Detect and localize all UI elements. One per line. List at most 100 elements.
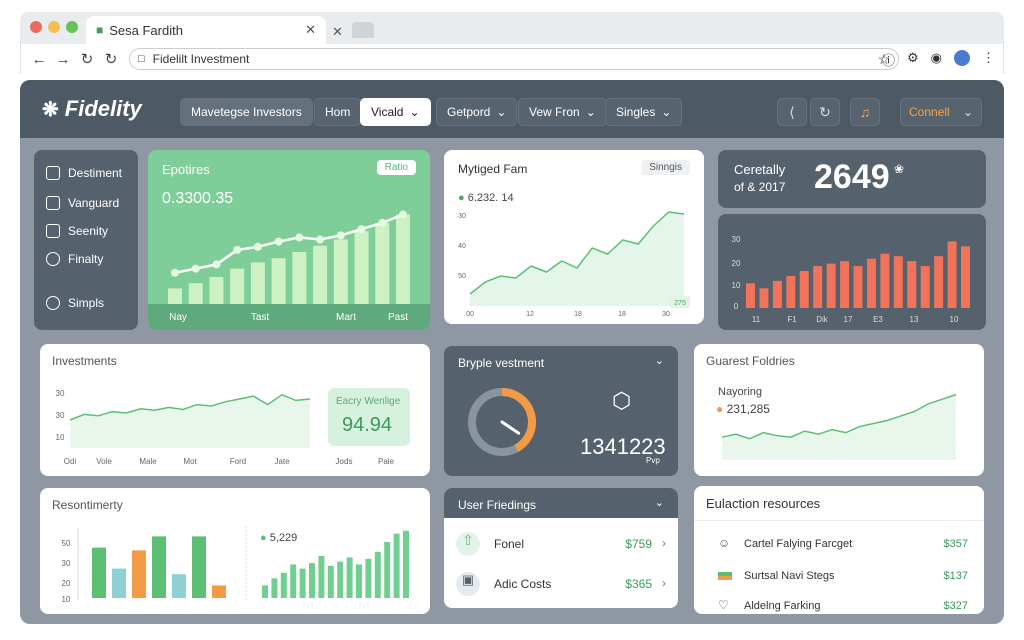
avatar[interactable] — [954, 50, 970, 66]
end-badge: 275 — [674, 300, 686, 307]
list-item[interactable]: ▣ Adic Costs $365 › — [456, 570, 666, 600]
point — [171, 268, 179, 277]
app-header: ❋ Fidelity Mavetegse Investors Hom Vical… — [20, 80, 1004, 138]
extension-icon[interactable]: ⚙ — [907, 50, 919, 65]
browser-tab[interactable]: ■ Sesa Fardith ✕ — [86, 16, 326, 44]
area-fill — [470, 212, 684, 306]
bar — [192, 536, 206, 598]
y-tick-label: 30 — [732, 235, 741, 244]
bar — [746, 283, 755, 308]
flag-icon — [718, 572, 732, 580]
managed-fund-card: Mytiged Fam Sinngis ● 6.232. 14 30 40 50 00… — [444, 150, 704, 324]
maximize-window-button[interactable] — [66, 21, 78, 33]
x-tick-label: Odi — [64, 457, 77, 466]
bookmark-star-icon[interactable]: ☆ — [877, 50, 890, 67]
browser-extensions: ⓘ ⚙ ◉ ⋮ — [882, 50, 995, 69]
minimize-window-button[interactable] — [48, 21, 60, 33]
address-bar[interactable]: □ Fidelilt Investment ☆ — [129, 48, 899, 70]
link-icon — [46, 252, 60, 266]
series-line — [174, 213, 404, 275]
bar — [961, 246, 970, 308]
bar — [92, 547, 106, 598]
card-title: Eulaction resources — [706, 496, 821, 511]
logo[interactable]: ❋ Fidelity — [42, 96, 142, 122]
row-label: Adic Costs — [494, 577, 552, 591]
y-tick-label: 10 — [56, 433, 65, 442]
bell-icon[interactable]: ♫ — [850, 98, 880, 126]
menu-item-vicald[interactable]: Vicald ⌄ — [360, 98, 431, 126]
bar — [853, 266, 863, 308]
card-title: Guarest Foldries — [706, 354, 795, 368]
y-tick-label: 30 — [62, 559, 71, 568]
x-tick-label: E3 — [873, 315, 883, 324]
y-tick-label: 10 — [732, 281, 741, 290]
forward-icon[interactable]: → — [55, 50, 71, 68]
x-tick-label: 30 — [662, 311, 670, 318]
lock-icon[interactable]: ◉ — [930, 50, 942, 65]
menu-item-getpord[interactable]: Getpord ⌄ — [436, 98, 518, 126]
kpi-value: 2649 — [814, 158, 890, 196]
sidebar-item-simpls[interactable]: Simpls — [46, 296, 104, 310]
row-value: $357 — [943, 538, 968, 550]
new-tab-button[interactable] — [352, 22, 374, 38]
info-icon[interactable]: ⓘ — [881, 53, 895, 68]
reload-icon[interactable]: ↻ — [80, 51, 94, 68]
menu-item-vew-fron[interactable]: Vew Fron ⌄ — [518, 98, 607, 126]
chevron-down-icon: ⌄ — [661, 105, 672, 119]
resentment-bar-chart: 50 30 20 10 — [62, 526, 409, 604]
sidebar-item-vanguard[interactable]: Vanguard — [46, 196, 119, 210]
ratio-badge[interactable]: Ratio — [376, 160, 416, 175]
x-tick-label: Past — [388, 312, 408, 323]
back-icon[interactable]: ← — [31, 50, 47, 68]
bar — [230, 268, 245, 304]
close-window-button[interactable] — [30, 21, 42, 33]
point — [357, 225, 366, 234]
menu-dots-icon[interactable]: ⋮ — [982, 50, 995, 65]
reload-icon[interactable]: ↻ — [104, 51, 118, 68]
card-title: Mytiged Fam — [458, 162, 528, 176]
close-tab-icon[interactable]: ✕ — [332, 24, 343, 39]
refresh-icon[interactable]: ↻ — [810, 98, 840, 126]
orange-bar-card: 30 20 10 0 11 F1 Dik 17 E3 13 10 — [718, 214, 986, 330]
x-tick-label: Mot — [183, 457, 197, 466]
gauge-fill — [501, 388, 536, 452]
sidebar-item-seenity[interactable]: Seenity — [46, 224, 108, 238]
kpi-suffix: ❀ — [894, 162, 905, 176]
card-title: Resontimerty — [52, 498, 123, 512]
list-item[interactable]: Surtsal Navi Stegs $137 — [718, 566, 968, 588]
singles-tag[interactable]: Sinngis — [641, 160, 690, 175]
chevron-down-icon[interactable]: ⌄ — [654, 355, 664, 367]
row-value: $327 — [943, 600, 968, 612]
box-icon: ▣ — [456, 572, 480, 596]
y-tick-label: 0 — [734, 302, 739, 311]
y-tick-label: 50 — [458, 273, 466, 280]
bar — [813, 266, 823, 308]
menu-item-home[interactable]: Hom — [314, 98, 362, 126]
collapse-icon[interactable]: ⟨ — [777, 98, 807, 126]
sidebar-item-finalty[interactable]: Finalty — [46, 252, 103, 266]
sidebar-item-destiment[interactable]: Destiment — [46, 166, 122, 180]
list-item[interactable]: ⇧ Fonel $759 › — [456, 530, 666, 560]
x-tick-label: Nay — [169, 312, 187, 323]
close-tab-icon[interactable]: ✕ — [305, 22, 316, 37]
menu-item-investors[interactable]: Mavetegse Investors — [180, 98, 313, 126]
menu-item-singles[interactable]: Singles ⌄ — [605, 98, 683, 126]
axis-band — [148, 304, 430, 330]
y-tick-label: 50 — [62, 539, 71, 548]
guest-label: Nayoring — [718, 386, 763, 398]
bar — [384, 542, 391, 598]
equities-card: Epotires Ratio 0.3300.35 Nay Tast Mart Past — [148, 150, 430, 330]
series-line — [69, 393, 311, 421]
bar — [280, 572, 287, 598]
list-item[interactable]: ☺ Cartel Falying Farcget $357 — [718, 534, 968, 556]
x-tick-label: 17 — [844, 315, 853, 324]
bar — [309, 563, 315, 598]
connect-button[interactable]: Connell ⌄ — [900, 98, 982, 126]
bar — [290, 564, 297, 598]
point — [316, 235, 325, 244]
list-item[interactable]: ♡ Aldelng Farking $327 — [718, 596, 968, 614]
window-controls — [30, 21, 78, 33]
chevron-down-icon[interactable]: ⌄ — [654, 497, 664, 509]
dot-icon: ● — [716, 402, 724, 416]
bar — [152, 536, 166, 598]
